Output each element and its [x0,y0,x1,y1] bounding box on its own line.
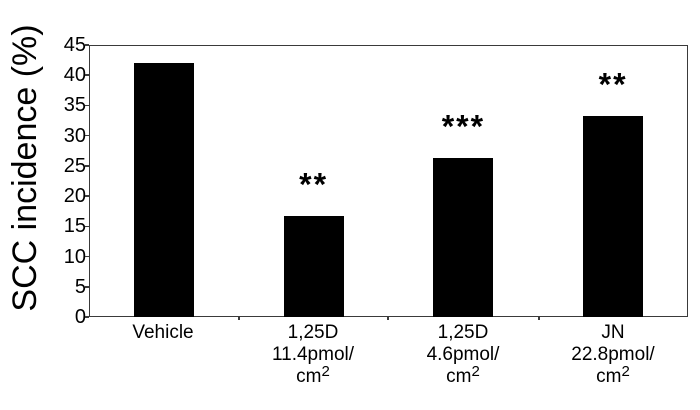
y-tick-mark [85,225,89,228]
y-tick-mark [85,104,89,107]
x-label-125d-11-4: 1,25D 11.4pmol/ cm2 [238,322,388,388]
y-tick-mark [85,255,89,258]
bar [583,115,644,317]
y-tick-label: 5 [74,275,86,298]
y-axis-label: SCC incidence (%) [6,24,44,312]
x-category-separator [238,317,240,320]
y-tick-label: 0 [74,306,86,328]
x-label-125d-4-6: 1,25D 4.6pmol/ cm2 [388,322,538,388]
y-tick-mark [85,165,89,167]
x-label-line: cm2 [538,363,688,388]
y-tick-mark [85,134,89,137]
plot-frame [89,45,688,317]
y-tick-mark [85,44,89,46]
y-tick-label: 20 [63,185,86,208]
x-label-line: 1,25D [287,322,339,343]
y-tick-label: 45 [63,34,86,56]
y-tick-mark [85,195,89,197]
bar [433,158,494,317]
x-label-line: 22.8pmol/ [571,344,655,365]
y-tick-label: 40 [63,64,86,87]
y-tick-mark [85,74,89,76]
unit-text: cm [296,366,322,387]
y-tick-label: 10 [63,245,86,268]
unit-superscript: 2 [621,363,630,380]
x-category-separator [538,317,540,320]
x-label-line: 4.6pmol/ [426,344,500,365]
y-tick-mark [85,316,89,318]
x-label-line: 1,25D [437,322,489,343]
significance-marker: ** [299,166,329,203]
x-label-line: JN [601,322,625,343]
x-label-vehicle: Vehicle [88,322,238,344]
unit-superscript: 2 [321,363,330,380]
x-label-line: cm2 [388,363,538,388]
unit-text: cm [446,366,472,387]
y-tick-mark [85,286,89,288]
y-tick-label: 25 [63,154,86,177]
bar [133,63,194,317]
x-label-jn-22-8: JN 22.8pmol/ cm2 [538,322,688,388]
x-label-line: Vehicle [132,322,194,343]
x-label-line: cm2 [238,363,388,388]
unit-superscript: 2 [471,363,480,380]
unit-text: cm [596,366,622,387]
significance-marker: *** [441,108,486,145]
significance-marker: ** [598,66,628,103]
y-tick-label: 35 [63,94,86,117]
y-tick-label: 30 [63,124,86,147]
bar [283,216,344,317]
y-tick-label: 15 [63,215,86,238]
x-label-line: 11.4pmol/ [271,344,355,365]
x-category-separator [387,317,389,320]
